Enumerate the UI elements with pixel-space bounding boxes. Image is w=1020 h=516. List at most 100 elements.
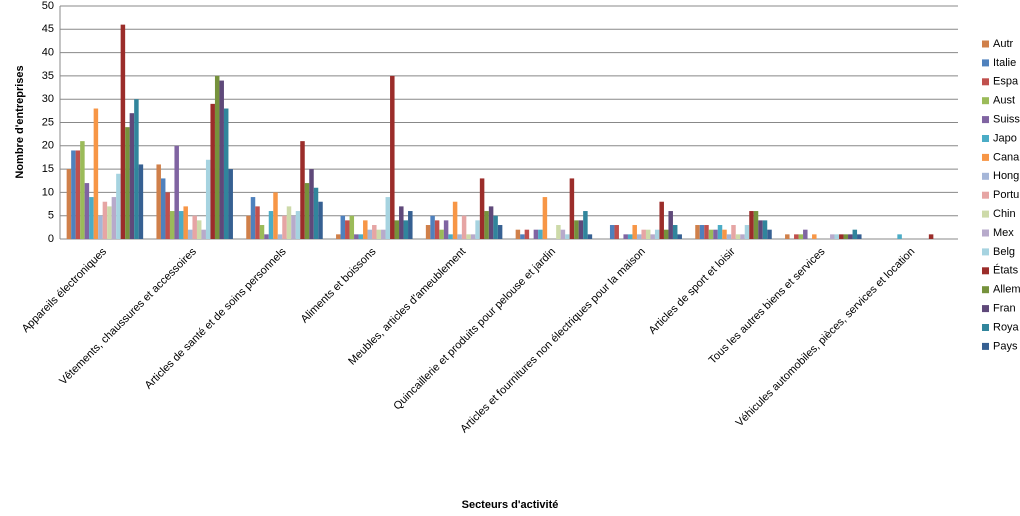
legend-swatch <box>982 172 989 180</box>
bar <box>560 229 566 239</box>
bar <box>830 234 835 239</box>
bar <box>268 211 274 239</box>
legend-swatch <box>982 116 989 124</box>
bar <box>394 220 400 239</box>
bar <box>699 225 705 239</box>
bar <box>304 183 310 239</box>
bar <box>614 225 619 239</box>
y-tick-label: 40 <box>42 47 54 59</box>
legend-label: Cana <box>993 151 1020 163</box>
bar <box>695 225 700 239</box>
bar <box>300 141 305 239</box>
bar <box>623 234 628 239</box>
bar <box>116 173 121 239</box>
bar <box>627 234 633 239</box>
bar <box>390 75 395 240</box>
bar <box>273 192 278 239</box>
bar <box>434 220 440 239</box>
bar <box>493 215 498 239</box>
bar <box>663 229 669 239</box>
y-tick-label: 30 <box>42 93 54 105</box>
bar <box>744 225 750 239</box>
bar <box>928 234 934 239</box>
bar <box>340 215 346 239</box>
bar <box>488 206 494 239</box>
bar <box>479 178 485 239</box>
legend-swatch <box>982 248 989 256</box>
legend-label: Allem <box>993 284 1020 296</box>
y-tick-label: 45 <box>42 23 54 35</box>
bar <box>160 178 166 239</box>
legend-label: Italie <box>993 57 1016 69</box>
bar <box>210 103 215 239</box>
x-tick-label: Appareils électroniques <box>20 245 110 335</box>
bar <box>89 197 94 239</box>
bar <box>749 211 754 239</box>
bar <box>708 229 714 239</box>
legend-label: Mex <box>993 227 1014 239</box>
bar <box>250 197 256 239</box>
legend-label: Belg <box>993 246 1015 258</box>
bar <box>443 220 449 239</box>
legend-swatch <box>982 342 989 350</box>
bar <box>214 75 220 240</box>
bar <box>192 215 197 239</box>
bar <box>659 201 664 239</box>
legend-label: Pays <box>993 340 1018 352</box>
bar <box>385 197 391 239</box>
legend-label: Chin <box>993 208 1016 220</box>
bar <box>857 234 862 239</box>
bar <box>524 229 530 239</box>
bar <box>345 220 350 239</box>
y-tick-label: 25 <box>42 116 54 128</box>
legend-label: Japo <box>993 132 1017 144</box>
bar <box>138 164 144 239</box>
bar <box>134 99 139 239</box>
bar <box>259 225 265 239</box>
bar <box>785 234 790 239</box>
bar <box>636 234 642 239</box>
bar <box>475 220 480 239</box>
y-tick-label: 20 <box>42 140 54 152</box>
bar <box>174 145 179 239</box>
bar <box>587 234 593 239</box>
legend-label: États <box>993 264 1019 277</box>
bar <box>201 229 206 239</box>
bar <box>84 183 90 239</box>
bar <box>286 206 292 239</box>
bar <box>484 211 489 239</box>
bar <box>165 192 170 239</box>
legend-swatch <box>982 40 989 48</box>
bar <box>457 234 462 239</box>
bar <box>753 211 759 239</box>
bar <box>569 178 575 239</box>
bar <box>497 225 503 239</box>
bar <box>726 234 732 239</box>
y-axis-title: Nombre d'entreprises <box>14 65 26 178</box>
bar <box>93 108 99 240</box>
bar <box>758 220 763 239</box>
bar <box>219 80 224 239</box>
bar <box>609 225 615 239</box>
bar <box>187 229 193 239</box>
y-tick-label: 50 <box>42 0 54 12</box>
bar <box>767 229 772 239</box>
bar <box>762 220 768 239</box>
bar <box>71 150 76 239</box>
bar <box>277 234 283 239</box>
bar <box>367 229 373 239</box>
bar <box>111 197 117 239</box>
bar <box>169 211 175 239</box>
legend-swatch <box>982 191 989 199</box>
x-axis-title: Secteurs d'activité <box>462 499 559 511</box>
bar <box>556 225 561 239</box>
legend-swatch <box>982 305 989 313</box>
bar <box>349 215 355 239</box>
legend-swatch <box>982 210 989 218</box>
bar <box>798 234 804 239</box>
bar <box>98 215 103 239</box>
legend-swatch <box>982 153 989 161</box>
bar <box>574 220 579 239</box>
bar <box>740 234 745 239</box>
